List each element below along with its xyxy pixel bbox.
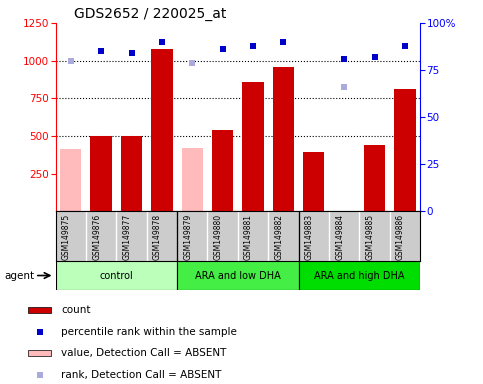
Bar — [177, 261, 298, 290]
Text: GDS2652 / 220025_at: GDS2652 / 220025_at — [74, 7, 226, 21]
Text: ARA and low DHA: ARA and low DHA — [195, 270, 281, 281]
Bar — [28, 350, 51, 356]
Text: ARA and high DHA: ARA and high DHA — [314, 270, 405, 281]
Bar — [60, 149, 81, 211]
Text: GSM149885: GSM149885 — [366, 214, 375, 260]
Bar — [298, 261, 420, 290]
Bar — [121, 136, 142, 211]
Text: GSM149877: GSM149877 — [123, 214, 131, 260]
Text: count: count — [61, 305, 91, 315]
Text: GSM149886: GSM149886 — [396, 214, 405, 260]
Bar — [56, 261, 177, 290]
Text: value, Detection Call = ABSENT: value, Detection Call = ABSENT — [61, 348, 227, 358]
Bar — [90, 136, 112, 211]
Text: GSM149884: GSM149884 — [335, 214, 344, 260]
Bar — [273, 67, 294, 211]
Text: GSM149875: GSM149875 — [62, 214, 71, 260]
Text: GSM149879: GSM149879 — [183, 214, 192, 260]
Text: agent: agent — [5, 270, 35, 281]
Bar — [212, 130, 233, 211]
Text: GSM149881: GSM149881 — [244, 214, 253, 260]
Text: percentile rank within the sample: percentile rank within the sample — [61, 327, 237, 337]
Bar — [242, 82, 264, 211]
Bar — [364, 145, 385, 211]
Text: control: control — [99, 270, 133, 281]
Text: GSM149883: GSM149883 — [305, 214, 314, 260]
Text: GSM149876: GSM149876 — [92, 214, 101, 260]
Text: GSM149882: GSM149882 — [274, 214, 284, 260]
Bar — [182, 148, 203, 211]
Text: GSM149880: GSM149880 — [213, 214, 223, 260]
Bar — [395, 89, 416, 211]
Bar — [28, 307, 51, 313]
Text: rank, Detection Call = ABSENT: rank, Detection Call = ABSENT — [61, 370, 222, 380]
Text: GSM149878: GSM149878 — [153, 214, 162, 260]
Bar — [303, 152, 325, 211]
Bar — [151, 49, 172, 211]
